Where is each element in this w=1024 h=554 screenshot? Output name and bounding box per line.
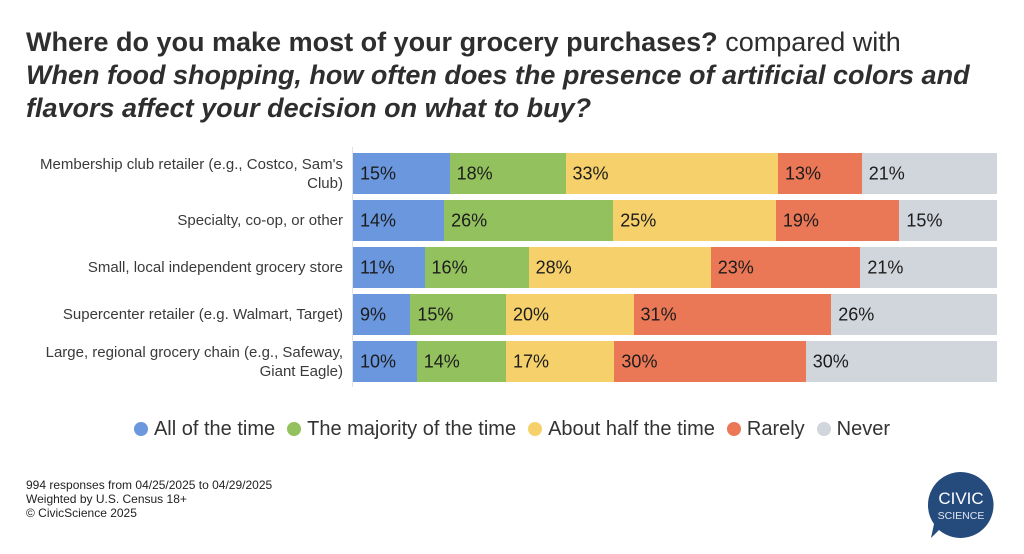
bar-segment: 33% [565,153,779,194]
title-question-1: Where do you make most of your grocery p… [26,27,718,57]
legend-label: Rarely [746,418,805,440]
logo-text-top: CIVIC [938,489,983,508]
data-label: 19% [782,210,819,230]
bar-segment: 18% [449,153,566,194]
data-label: 30% [812,351,849,371]
legend-label: Never [836,418,891,440]
legend-label: The majority of the time [307,418,517,440]
data-label: 14% [423,351,460,371]
bar-segment: 11% [353,247,426,288]
category-label: Specialty, co-op, or other [177,212,343,229]
data-label: 23% [717,257,754,277]
bar-segment: 15% [410,294,507,335]
bar-segment: 19% [775,200,900,241]
data-label: 11% [360,257,395,277]
bar-segment: 26% [831,294,998,335]
data-label: 18% [456,163,493,183]
bar-segment: 21% [861,153,998,194]
data-label: 13% [785,163,822,183]
footer-weighting: Weighted by U.S. Census 18+ [26,492,187,506]
legend-dot-icon [726,422,741,436]
data-label: 33% [572,163,609,183]
legend-dot-icon [133,422,148,436]
bar-segment: 30% [805,341,998,382]
data-label: 21% [867,257,904,277]
bar-segment: 23% [710,247,861,288]
data-label: 26% [838,304,875,324]
bar-segment: 10% [353,341,418,382]
category-label: Large, regional grocery chain (e.g., Saf… [45,343,343,380]
bar-segment: 21% [860,247,998,288]
title-connector: compared with [725,27,901,57]
category-label: Supercenter retailer (e.g. Walmart, Targ… [62,306,343,323]
legend-dot-icon [287,422,302,436]
bar-segment: 16% [424,247,530,288]
bar-segment: 20% [506,294,635,335]
footer-copyright: © CivicScience 2025 [26,506,137,520]
legend-item: All of the time [133,418,276,441]
bar-segment: 28% [528,247,712,288]
footer-notes: 994 responses from 04/25/2025 to 04/29/2… [26,478,272,520]
data-label: 15% [417,304,454,324]
bar-segment: 17% [506,341,615,382]
logo-text-bottom: SCIENCE [938,510,985,522]
footer-responses: 994 responses from 04/25/2025 to 04/29/2… [26,478,273,492]
chart-title: Where do you make most of your grocery p… [26,26,1016,125]
civicscience-logo: CIVIC SCIENCE [927,471,994,538]
data-label: 17% [513,351,550,371]
legend-dot-icon [816,422,831,436]
bar-segment: 31% [633,294,832,335]
legend-label: All of the time [153,418,276,440]
bar-segment: 14% [353,200,445,241]
bar-segment: 14% [416,341,507,382]
bar-segment: 9% [353,294,411,335]
data-label: 21% [868,163,905,183]
bar-segment: 13% [778,153,863,194]
legend-dot-icon [528,422,543,436]
legend-item: Rarely [726,418,805,441]
legend-item: The majority of the time [287,418,516,441]
legend-label: About half the time [548,418,715,440]
data-label: 30% [621,351,658,371]
data-label: 28% [535,257,572,277]
legend-item: Never [816,418,891,441]
legend-item: About half the time [528,418,715,441]
axis-line [352,147,353,387]
data-label: 15% [906,210,943,230]
bar-segment: 25% [613,200,777,241]
legend: All of the time The majority of the time A… [0,418,1024,441]
category-label: Small, local independent grocery store [87,259,343,276]
title-question-2: When food shopping, how often does the p… [26,60,970,123]
data-label: 31% [640,304,677,324]
category-label: Membership club retailer (e.g., Costco, … [40,155,343,192]
data-label: 20% [513,304,550,324]
data-label: 25% [620,210,657,230]
data-label: 9% [360,304,387,324]
data-label: 26% [451,210,488,230]
data-label: 16% [431,257,468,277]
bar-segment: 30% [614,341,807,382]
bar-segment: 26% [444,200,614,241]
bar-segment: 15% [353,153,451,194]
data-label: 15% [360,163,397,183]
data-label: 10% [360,351,397,371]
bar-segment: 15% [899,200,998,241]
data-label: 14% [360,210,397,230]
